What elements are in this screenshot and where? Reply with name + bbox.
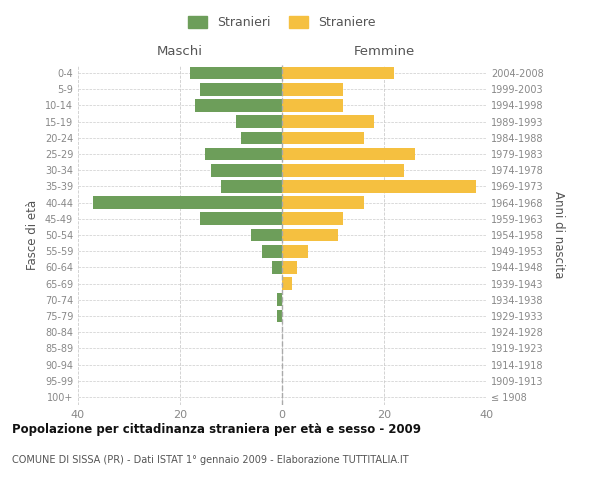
Bar [282,261,298,274]
Bar [221,180,282,192]
Bar [241,132,282,144]
Bar [196,99,282,112]
Bar [200,212,282,225]
Bar [282,116,374,128]
Bar [236,116,282,128]
Y-axis label: Fasce di età: Fasce di età [26,200,39,270]
Bar [200,83,282,96]
Bar [282,99,343,112]
Bar [272,261,282,274]
Bar [282,278,292,290]
Bar [282,196,364,209]
Text: COMUNE DI SISSA (PR) - Dati ISTAT 1° gennaio 2009 - Elaborazione TUTTITALIA.IT: COMUNE DI SISSA (PR) - Dati ISTAT 1° gen… [12,455,409,465]
Text: Femmine: Femmine [353,44,415,58]
Bar [262,245,282,258]
Bar [206,148,282,160]
Bar [251,228,282,241]
Bar [282,180,476,192]
Bar [282,83,343,96]
Bar [211,164,282,176]
Bar [282,245,308,258]
Bar [277,294,282,306]
Bar [282,148,415,160]
Bar [282,212,343,225]
Text: Maschi: Maschi [157,44,203,58]
Bar [282,132,364,144]
Bar [94,196,282,209]
Y-axis label: Anni di nascita: Anni di nascita [552,192,565,278]
Bar [282,67,394,80]
Bar [282,164,404,176]
Text: Popolazione per cittadinanza straniera per età e sesso - 2009: Popolazione per cittadinanza straniera p… [12,422,421,436]
Bar [277,310,282,322]
Bar [282,228,338,241]
Legend: Stranieri, Straniere: Stranieri, Straniere [184,11,380,34]
Bar [190,67,282,80]
